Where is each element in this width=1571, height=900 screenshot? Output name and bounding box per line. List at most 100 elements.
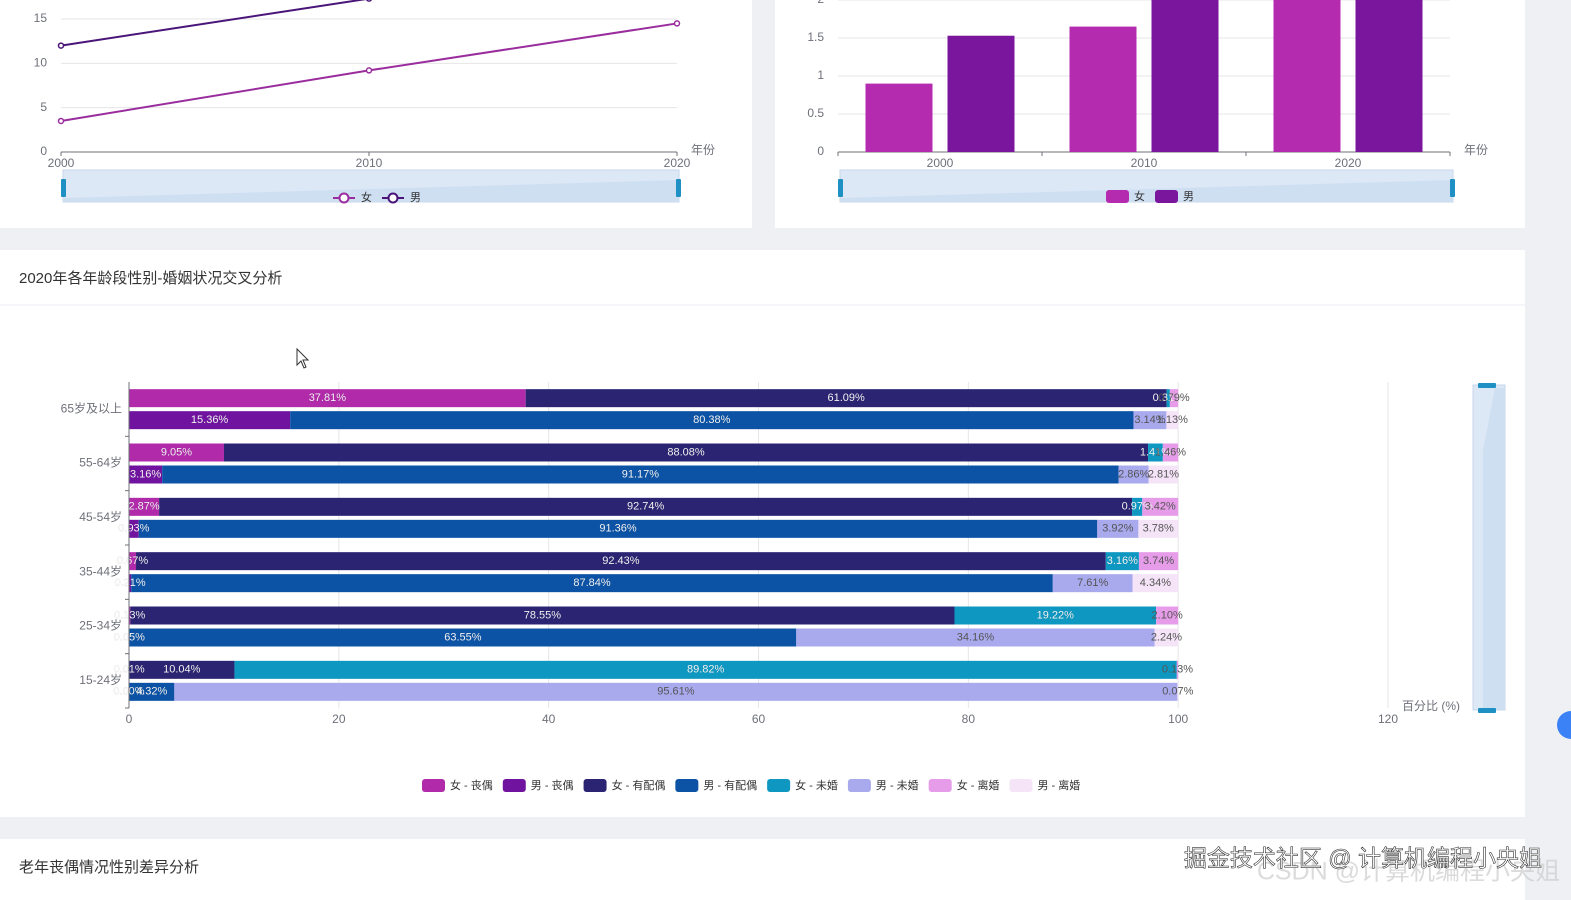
bar-segment <box>1177 682 1179 701</box>
data-label: 78.55% <box>524 609 562 621</box>
data-label: 2.87% <box>128 501 159 513</box>
zoom-handle[interactable] <box>61 179 66 197</box>
y-tick-label: 65岁及以上 <box>61 400 122 415</box>
data-label: 87.84% <box>573 577 611 589</box>
bar-segment <box>162 465 1119 484</box>
zoom-shadow <box>840 180 1453 202</box>
bar-segment <box>129 465 163 484</box>
bar-segment <box>129 411 291 430</box>
bar-segment <box>954 606 1157 625</box>
legend-label: 女 - 离婚 <box>957 778 1000 792</box>
x-tick-label: 80 <box>962 712 976 726</box>
watermark: 掘金技术社区 @ 计算机编程小央姐 <box>1184 845 1542 871</box>
data-label: 1.13% <box>1157 414 1188 426</box>
data-zoom[interactable] <box>61 169 681 203</box>
data-label: 7.61% <box>1077 577 1108 589</box>
x-tick-label: 100 <box>1168 712 1188 726</box>
bar-segment <box>129 519 139 538</box>
panel-title: 老年丧偶情况性别差异分析 <box>19 859 199 876</box>
data-label: 3.14% <box>1134 414 1165 426</box>
zoom-handle[interactable] <box>1450 179 1455 197</box>
bar-segment <box>1097 519 1139 538</box>
bar-segment <box>129 682 175 701</box>
legend-label: 女 - 丧偶 <box>450 778 493 792</box>
legend-label: 男 <box>410 192 421 204</box>
data-label: 3.42% <box>1145 501 1176 513</box>
legend-label: 男 - 未婚 <box>876 778 919 792</box>
x-axis-title: 年份 <box>691 143 715 157</box>
point <box>673 20 681 27</box>
bar <box>1069 26 1137 153</box>
zoom-handle[interactable] <box>1478 708 1496 713</box>
data-label: 0.97% <box>1122 501 1153 513</box>
data-label: 37.81% <box>309 392 347 404</box>
legend-swatch <box>767 779 791 792</box>
bar-segment <box>1132 497 1143 516</box>
data-label: 0.79% <box>1158 392 1189 404</box>
legend-swatch <box>675 779 699 792</box>
bar-segment <box>1142 497 1179 516</box>
bar-segment <box>1148 465 1179 484</box>
chart: 05101520年份200020102020女男 <box>34 0 715 204</box>
legend-swatch <box>502 779 526 792</box>
zoom-handle[interactable] <box>1478 383 1496 388</box>
x-tick-label: 20 <box>332 712 346 726</box>
point <box>57 42 65 49</box>
y-tick-label: 1.5 <box>807 30 824 44</box>
bar-segment <box>130 606 955 625</box>
watermark: CSDN @计算机编程小央姐 <box>1257 858 1560 886</box>
bar-segment <box>1132 574 1179 593</box>
data-label: 1.41% <box>1140 446 1171 458</box>
bar-segment <box>138 519 1098 538</box>
bar-segment <box>1133 411 1167 430</box>
data-label: 2.10% <box>1152 609 1183 621</box>
bar-segment <box>1176 660 1179 679</box>
y-tick-label: 5 <box>40 100 47 114</box>
data-label: 61.09% <box>828 392 866 404</box>
data-zoom-vertical[interactable] <box>1472 383 1506 713</box>
data-label: 92.74% <box>627 501 665 513</box>
bar-segment <box>129 443 224 462</box>
bar-segment <box>1138 519 1179 538</box>
data-label: 3.16% <box>1107 555 1138 567</box>
data-label: 3.74% <box>1143 555 1174 567</box>
bar-segment <box>1166 389 1170 408</box>
bar-segment <box>234 660 1177 679</box>
x-tick-label: 2020 <box>1335 156 1362 170</box>
y-tick-label: 0 <box>817 144 824 158</box>
bar <box>1355 0 1423 152</box>
bar-segment <box>129 552 137 571</box>
data-label: 2.81% <box>1148 468 1179 480</box>
data-label: 0.07% <box>1162 686 1193 698</box>
data-zoom[interactable] <box>838 169 1455 203</box>
zoom-shadow <box>63 180 679 202</box>
bar-segment <box>1138 552 1179 571</box>
zoom-handle[interactable] <box>676 179 681 197</box>
x-axis-title: 年份 <box>1464 143 1488 157</box>
legend-swatch <box>1009 779 1033 792</box>
float-button[interactable] <box>1557 711 1571 739</box>
data-label: 2.86% <box>1118 468 1149 480</box>
y-tick-label: 15-24岁 <box>79 672 122 687</box>
x-tick-label: 40 <box>542 712 556 726</box>
bar <box>947 35 1015 152</box>
x-tick-label: 2010 <box>356 156 383 170</box>
y-tick-label: 55-64岁 <box>79 455 122 470</box>
point <box>365 67 373 74</box>
bar <box>1273 0 1341 152</box>
data-label: 0.13% <box>1162 664 1193 676</box>
bar-segment <box>129 497 160 516</box>
y-tick-label: 10 <box>34 56 48 70</box>
bar-segment <box>136 552 1106 571</box>
bar-segment <box>129 574 132 593</box>
data-label: 0.21% <box>115 577 146 589</box>
data-label: 4.32% <box>136 686 167 698</box>
data-label: 80.38% <box>693 414 731 426</box>
bar-segment <box>796 628 1155 647</box>
zoom-handle[interactable] <box>838 179 843 197</box>
legend-swatch <box>928 779 952 792</box>
legend-label: 女 - 未婚 <box>795 778 838 792</box>
x-tick-label: 2000 <box>927 156 954 170</box>
bar-segment <box>1169 389 1179 408</box>
